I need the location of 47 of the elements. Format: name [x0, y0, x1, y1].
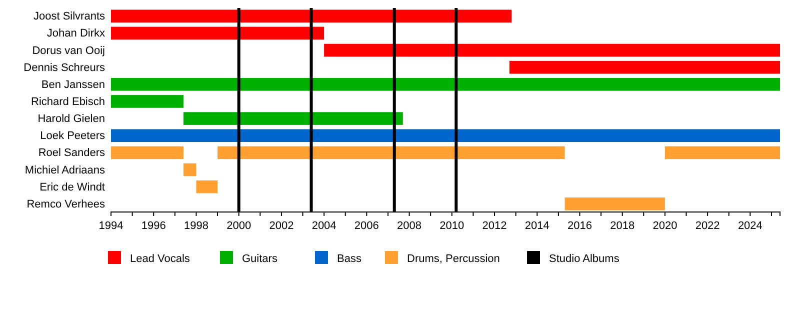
x-tick-label: 2024	[738, 220, 762, 232]
x-tick-label: 2018	[610, 220, 635, 232]
x-tick-label: 2010	[440, 220, 464, 232]
bar	[111, 146, 184, 160]
bar	[664, 146, 780, 160]
legend-label: Drums, Percussion	[407, 253, 500, 265]
x-tick-label: 2012	[482, 220, 507, 232]
y-tick-label: Loek Peeters	[40, 130, 106, 142]
y-tick-label: Joost Silvrants	[33, 10, 106, 23]
y-tick-label: Harold Gielen	[38, 113, 105, 126]
bar	[111, 78, 780, 91]
bar	[564, 197, 665, 210]
x-tick-label: 2004	[312, 220, 336, 232]
x-tick-label: 1998	[184, 220, 208, 232]
y-tick-label: Ben Janssen	[41, 78, 105, 91]
bar	[183, 112, 403, 125]
y-tick-label: Roel Sanders	[38, 147, 106, 160]
x-tick-label: 2006	[354, 220, 379, 232]
bar	[111, 95, 184, 108]
x-tick-label: 2000	[226, 220, 252, 232]
x-tick-label: 2022	[695, 220, 720, 232]
bar	[111, 10, 512, 23]
y-tick-label: Michiel Adriaans	[24, 164, 106, 176]
bar	[196, 180, 218, 194]
bar	[183, 163, 196, 176]
x-tick-label: 2002	[269, 220, 294, 232]
bar	[111, 129, 780, 142]
legend-label: Guitars	[242, 253, 278, 265]
bar	[111, 26, 324, 40]
x-tick-label: 1994	[98, 220, 124, 232]
bar	[218, 146, 565, 160]
legend-label: Bass	[337, 253, 362, 265]
x-tick-label: 2016	[567, 220, 592, 232]
y-tick-label: Richard Ebisch	[31, 96, 105, 108]
y-tick-label: Dorus van Ooij	[32, 44, 105, 57]
legend-label: Studio Albums	[549, 253, 620, 265]
y-tick-label: Johan Dirkx	[46, 28, 106, 40]
y-tick-label: Eric de Windt	[40, 181, 105, 194]
x-tick-label: 2020	[652, 220, 678, 232]
x-tick-label: 2014	[524, 220, 550, 232]
y-tick-label: Remco Verhees	[26, 198, 106, 210]
y-tick-label: Dennis Schreurs	[24, 62, 106, 74]
legend-label: Lead Vocals	[130, 253, 190, 265]
x-tick-label: 1996	[141, 220, 166, 232]
bar	[509, 60, 780, 74]
bar	[324, 44, 780, 57]
x-tick-label: 2008	[397, 220, 422, 232]
